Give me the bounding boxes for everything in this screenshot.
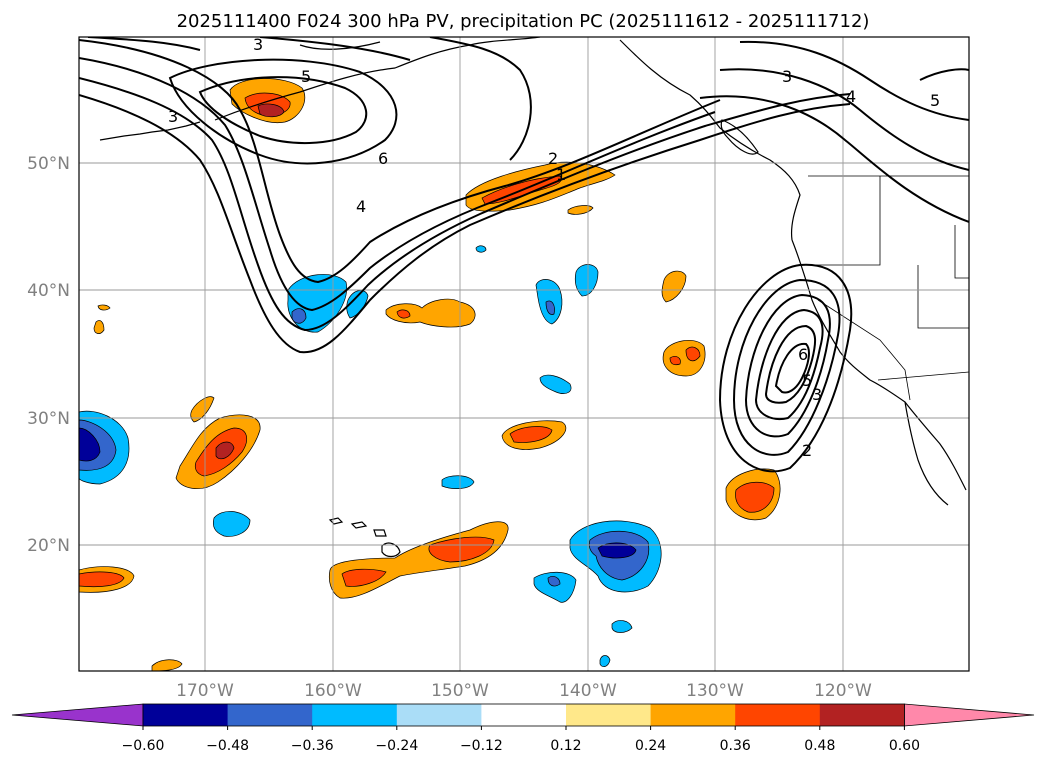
pv-contour-labels: 3 5 3 6 4 2 1 3 4 5 6 5 3 2	[168, 35, 940, 460]
graticule	[79, 37, 969, 671]
colorbar-segment	[312, 704, 398, 726]
lon-label: 150°W	[431, 681, 489, 701]
map-background	[79, 37, 969, 671]
lon-label: 160°W	[304, 681, 362, 701]
colorbar-tick-label: −0.12	[460, 738, 503, 754]
contour-label: 5	[301, 67, 311, 86]
contour-label: 6	[378, 149, 388, 168]
contour-label: 5	[930, 91, 940, 110]
map-title: 2025111400 F024 300 hPa PV, precipitatio…	[177, 11, 870, 32]
colorbar-segment	[566, 704, 652, 726]
longitude-labels: 170°W 160°W 150°W 140°W 130°W 120°W	[176, 681, 872, 701]
contour-label: 4	[846, 87, 856, 106]
colorbar-segment	[481, 704, 567, 726]
colorbar-tick-label: 0.24	[635, 738, 666, 754]
colorbar-segment	[396, 704, 482, 726]
lon-label: 120°W	[814, 681, 872, 701]
contour-label: 3	[253, 35, 263, 54]
colorbar-tick-label: 0.36	[720, 738, 751, 754]
colorbar-tick-label: 0.48	[804, 738, 835, 754]
latitude-labels: 50°N 40°N 30°N 20°N	[27, 154, 70, 556]
colorbar-tick-label: −0.60	[122, 738, 165, 754]
lon-label: 140°W	[559, 681, 617, 701]
contour-label: 1	[556, 165, 566, 184]
colorbar-tick-label: 0.60	[889, 738, 920, 754]
lat-label: 20°N	[27, 536, 70, 556]
colorbar-tick-label: −0.48	[206, 738, 249, 754]
contour-label: 2	[548, 149, 558, 168]
lon-label: 170°W	[176, 681, 234, 701]
contour-label: 5	[802, 371, 812, 390]
colorbar-tick-label: 0.12	[550, 738, 581, 754]
colorbar-segment	[227, 704, 313, 726]
contour-label: 2	[802, 441, 812, 460]
colorbar-segment	[143, 704, 229, 726]
lat-label: 50°N	[27, 154, 70, 174]
lat-label: 30°N	[27, 409, 70, 429]
contour-label: 4	[356, 197, 366, 216]
map-content: 3 5 3 6 4 2 1 3 4 5 6 5 3 2	[79, 35, 969, 671]
map-border	[78, 36, 970, 672]
pv-contours	[79, 37, 969, 473]
colorbar-outline	[142, 703, 905, 727]
colorbar-tick-label: −0.36	[291, 738, 334, 754]
colorbar-extend-max	[904, 703, 1035, 727]
contour-label: 6	[798, 345, 808, 364]
contour-label: 3	[168, 107, 178, 126]
colorbar-extend-min	[11, 703, 144, 727]
colorbar: −0.60 −0.48 −0.36 −0.24 −0.12 0.12 0.24 0.36 0.4…	[11, 703, 1035, 754]
colorbar-segment	[819, 704, 905, 726]
boundaries	[808, 175, 969, 401]
colorbar-segment	[650, 704, 736, 726]
colorbar-segment	[735, 704, 821, 726]
lon-label: 130°W	[686, 681, 744, 701]
contour-label: 3	[812, 385, 822, 404]
contour-label: 3	[782, 67, 792, 86]
lat-label: 40°N	[27, 281, 70, 301]
colorbar-tick-label: −0.24	[375, 738, 418, 754]
